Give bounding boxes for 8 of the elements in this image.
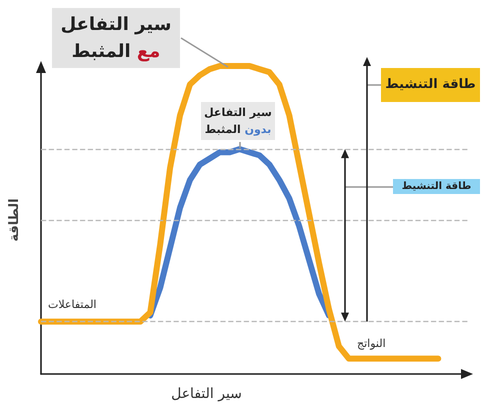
annotation: طاقة التنشيط [381,68,480,102]
annotation: المتفاعلات [48,298,96,312]
x-axis-title: سير التفاعل [171,386,242,402]
annotation: النواتج [357,337,386,351]
series-label: سير التفاعل مع المثبط [52,8,180,68]
annotation: طاقة التنشيط [393,179,480,194]
y-axis-title: الطاقة [7,198,22,242]
text: سير التفاعل بدون المثبط [201,102,275,140]
